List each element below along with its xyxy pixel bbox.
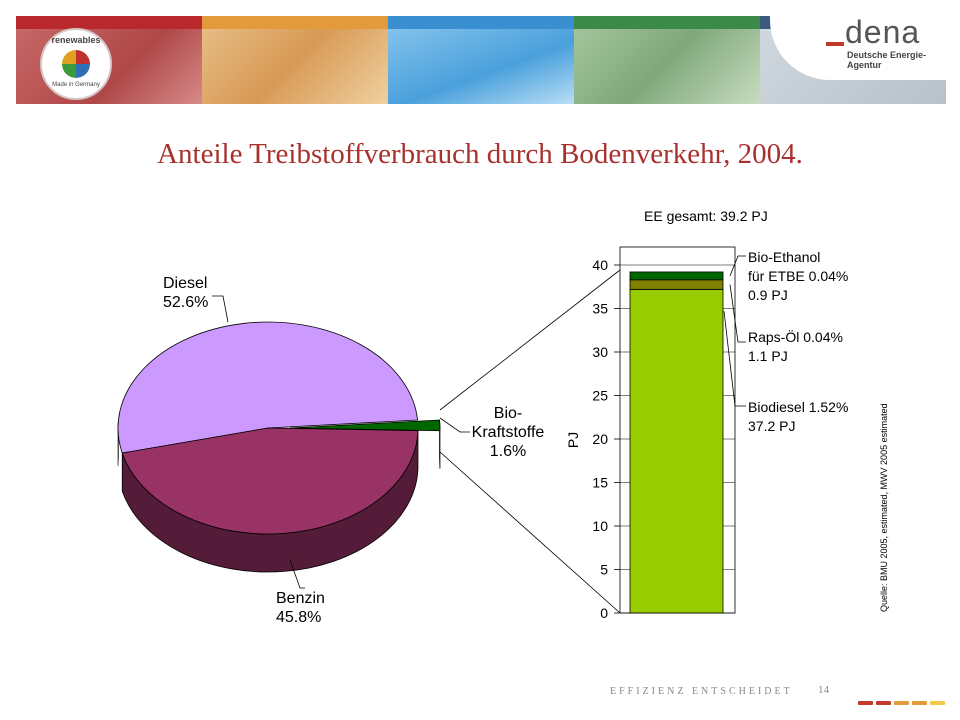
bar-label-0: Biodiesel 1.52% — [748, 399, 848, 415]
footer-dash — [930, 701, 945, 705]
bar-label-2: Bio-Ethanol — [748, 249, 820, 265]
footer-dash — [894, 701, 909, 705]
bar-leader-2 — [729, 255, 746, 277]
pie-leader-benzin — [289, 559, 305, 589]
page-number: 14 — [818, 684, 829, 696]
footer-dash — [876, 701, 891, 705]
bar-label-0: 37.2 PJ — [748, 418, 795, 434]
bar-label-1: Raps-Öl 0.04% — [748, 328, 843, 345]
bar-title: EE gesamt: 39.2 PJ — [644, 208, 768, 224]
bar-ytick-label: 30 — [592, 344, 608, 360]
bar-ylabel: PJ — [565, 432, 581, 448]
bar-ytick-label: 10 — [592, 518, 608, 534]
bar-ytick-label: 40 — [592, 257, 608, 273]
source-note: Quelle: BMU 2005, estimated, MWV 2005 es… — [879, 403, 889, 612]
pie-slice-bio — [289, 419, 441, 432]
pie-leader-diesel — [212, 295, 229, 323]
bar-segment-0 — [629, 288, 724, 614]
renewables-logo-text: renewables — [51, 35, 101, 45]
bar-segment-1 — [629, 279, 724, 290]
bar-leader-1 — [729, 284, 746, 343]
bar-ytick-label: 20 — [592, 431, 608, 447]
pie-label-benzin: Benzin — [276, 590, 325, 607]
bar-ytick-label: 25 — [592, 388, 608, 404]
footer-dashes — [858, 692, 948, 710]
bar-label-2: 0.9 PJ — [748, 287, 788, 303]
banner-strip-biomass — [202, 16, 388, 104]
connector-top — [439, 269, 621, 411]
footer-dash — [912, 701, 927, 705]
page-title: Anteile Treibstoffverbrauch durch Bodenv… — [157, 138, 803, 170]
pie-label-diesel: 52.6% — [163, 294, 208, 311]
pie-label-diesel: Diesel — [163, 275, 207, 292]
renewables-logo: renewables Made in Germany — [40, 28, 112, 100]
renewables-logo-subtext: Made in Germany — [52, 82, 100, 88]
banner-strip-biogas — [574, 16, 760, 104]
footer-tagline: EFFIZIENZ ENTSCHEIDET — [610, 686, 793, 697]
bar-label-2: für ETBE 0.04% — [748, 268, 848, 284]
dena-logo-area — [770, 0, 960, 80]
dena-logo: dena — [845, 14, 921, 50]
pie-label-bio: Bio- — [494, 405, 522, 422]
bar-ytick-label: 0 — [600, 605, 608, 621]
bar-ytick-label: 5 — [600, 562, 608, 578]
pie-label-bio: Kraftstoffe — [472, 424, 545, 441]
dena-logo-dash — [826, 42, 844, 46]
globe-icon — [62, 50, 90, 78]
pie-slice-benzin — [121, 427, 419, 535]
pie-slice-diesel — [117, 321, 419, 454]
bar-ytick-label: 15 — [592, 475, 608, 491]
pie-label-benzin: 45.8% — [276, 609, 321, 626]
pie-leader-bio — [439, 417, 470, 433]
footer-dash — [858, 701, 873, 705]
bar-segment-2 — [629, 271, 724, 281]
pie-label-bio: 1.6% — [490, 443, 526, 460]
dena-logo-subtitle: Deutsche Energie-Agentur — [847, 50, 927, 70]
bar-label-1: 1.1 PJ — [748, 348, 788, 364]
banner-strip-wind — [388, 16, 574, 104]
bar-leader-0 — [723, 311, 746, 407]
connector-bottom — [439, 451, 621, 614]
bar-ytick-label: 35 — [592, 301, 608, 317]
